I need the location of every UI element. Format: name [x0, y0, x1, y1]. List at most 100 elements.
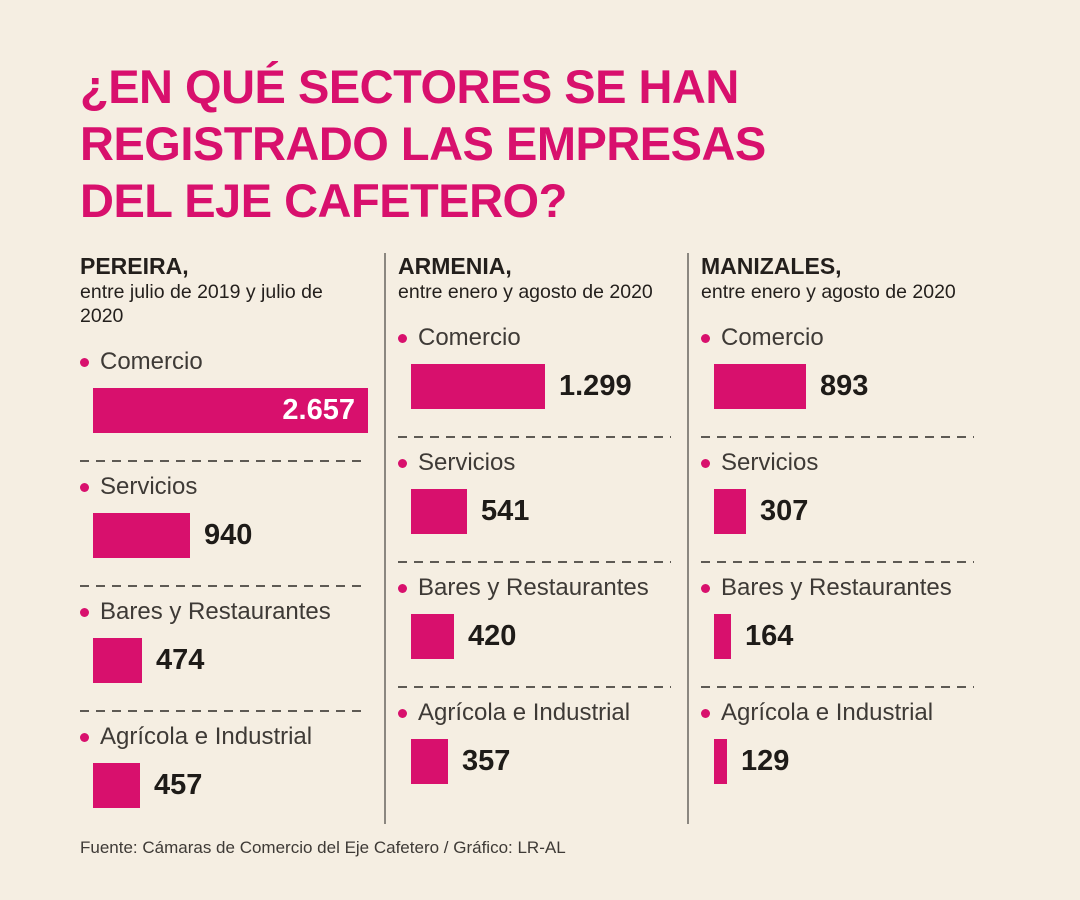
bar-row: 129	[714, 739, 974, 784]
sector-label: Comercio	[80, 348, 368, 376]
sector-label: Servicios	[80, 473, 368, 501]
sector-name: Servicios	[721, 449, 819, 476]
bar-value: 457	[154, 769, 203, 801]
bar-row: 2.657	[93, 388, 368, 433]
sector-row: Servicios 940	[80, 473, 368, 558]
bar-row: 1.299	[411, 364, 671, 409]
bullet-icon	[398, 583, 407, 593]
sector-row: Agrícola e Industrial 457	[80, 723, 368, 808]
sector-name: Agrícola e Industrial	[418, 699, 631, 726]
sector-row: Agrícola e Industrial 357	[398, 699, 671, 784]
column-manizales: MANIZALES, entre enero y agosto de 2020 …	[687, 253, 990, 824]
source-credit: Fuente: Cámaras de Comercio del Eje Cafe…	[80, 838, 566, 857]
bullet-icon	[80, 482, 89, 492]
sector-row: Bares y Restaurantes 164	[701, 574, 974, 659]
bar-value: 164	[745, 620, 794, 652]
dashed-separator	[701, 561, 974, 563]
bar	[93, 638, 142, 683]
dashed-separator	[701, 686, 974, 688]
sector-row: Comercio 893	[701, 324, 974, 409]
column-header: MANIZALES, entre enero y agosto de 2020	[701, 253, 974, 304]
column-header: ARMENIA, entre enero y agosto de 2020	[398, 253, 671, 304]
bar	[714, 614, 731, 659]
dashed-separator	[80, 460, 368, 462]
bar-value: 1.299	[559, 370, 632, 402]
sector-label: Bares y Restaurantes	[80, 598, 368, 626]
dashed-separator	[398, 436, 671, 438]
dashed-separator	[398, 686, 671, 688]
dashed-separator	[80, 585, 368, 587]
sector-name: Bares y Restaurantes	[100, 598, 331, 625]
dashed-separator	[398, 561, 671, 563]
sector-row: Comercio 2.657	[80, 348, 368, 433]
bullet-icon	[398, 458, 407, 468]
sector-name: Agrícola e Industrial	[721, 699, 934, 726]
bar	[411, 739, 448, 784]
column-armenia: ARMENIA, entre enero y agosto de 2020 Co…	[384, 253, 687, 824]
bar-value: 541	[481, 495, 530, 527]
title-line-1: ¿EN QUÉ SECTORES SE HAN	[80, 60, 739, 113]
bar-value: 893	[820, 370, 869, 402]
sector-label: Comercio	[701, 324, 974, 352]
bar	[93, 513, 190, 558]
bar	[93, 763, 140, 808]
bar-row: 474	[93, 638, 368, 683]
bar	[714, 364, 806, 409]
column-header: PEREIRA, entre julio de 2019 y julio de …	[80, 253, 368, 328]
sector-label: Servicios	[398, 449, 671, 477]
bar-value: 307	[760, 495, 809, 527]
sector-name: Comercio	[721, 324, 824, 351]
title-line-3: DEL EJE CAFETERO?	[80, 174, 567, 227]
sector-name: Agrícola e Industrial	[100, 723, 313, 750]
bar-value: 940	[204, 519, 253, 551]
sector-label: Agrícola e Industrial	[80, 723, 368, 751]
bar-chart: PEREIRA, entre julio de 2019 y julio de …	[80, 253, 990, 824]
bar-value: 2.657	[282, 394, 355, 426]
sector-name: Comercio	[418, 324, 521, 351]
sector-label: Bares y Restaurantes	[701, 574, 974, 602]
period-label: entre julio de 2019 y julio de 2020	[80, 281, 323, 327]
bullet-icon	[80, 357, 89, 367]
bar-row: 457	[93, 763, 368, 808]
bar	[411, 614, 454, 659]
dashed-separator	[80, 710, 368, 712]
sector-name: Bares y Restaurantes	[418, 574, 649, 601]
bar	[411, 364, 545, 409]
bar-row: 541	[411, 489, 671, 534]
bullet-icon	[80, 607, 89, 617]
bar-row: 940	[93, 513, 368, 558]
bullet-icon	[701, 458, 710, 468]
dashed-separator	[701, 436, 974, 438]
bar-row: 420	[411, 614, 671, 659]
title-line-2: REGISTRADO LAS EMPRESAS	[80, 117, 766, 170]
bar-value: 420	[468, 620, 517, 652]
bar-row: 164	[714, 614, 974, 659]
bullet-icon	[398, 333, 407, 343]
sector-name: Comercio	[100, 348, 203, 375]
period-label: entre enero y agosto de 2020	[398, 281, 653, 303]
sector-row: Bares y Restaurantes 474	[80, 598, 368, 683]
city-name: PEREIRA,	[80, 253, 189, 279]
sector-label: Bares y Restaurantes	[398, 574, 671, 602]
sector-row: Servicios 307	[701, 449, 974, 534]
period-label: entre enero y agosto de 2020	[701, 281, 956, 303]
bullet-icon	[398, 708, 407, 718]
sector-name: Servicios	[418, 449, 516, 476]
bar	[714, 739, 727, 784]
bar-value: 474	[156, 644, 205, 676]
bullet-icon	[701, 708, 710, 718]
bar	[714, 489, 746, 534]
sector-row: Agrícola e Industrial 129	[701, 699, 974, 784]
column-pereira: PEREIRA, entre julio de 2019 y julio de …	[80, 253, 384, 824]
city-name: ARMENIA,	[398, 253, 512, 279]
sector-row: Bares y Restaurantes 420	[398, 574, 671, 659]
page-title: ¿EN QUÉ SECTORES SE HAN REGISTRADO LAS E…	[80, 58, 990, 229]
bar	[411, 489, 467, 534]
sector-name: Bares y Restaurantes	[721, 574, 952, 601]
bar-value: 129	[741, 745, 790, 777]
sector-label: Agrícola e Industrial	[701, 699, 974, 727]
sector-name: Servicios	[100, 473, 198, 500]
bullet-icon	[80, 732, 89, 742]
sector-label: Comercio	[398, 324, 671, 352]
